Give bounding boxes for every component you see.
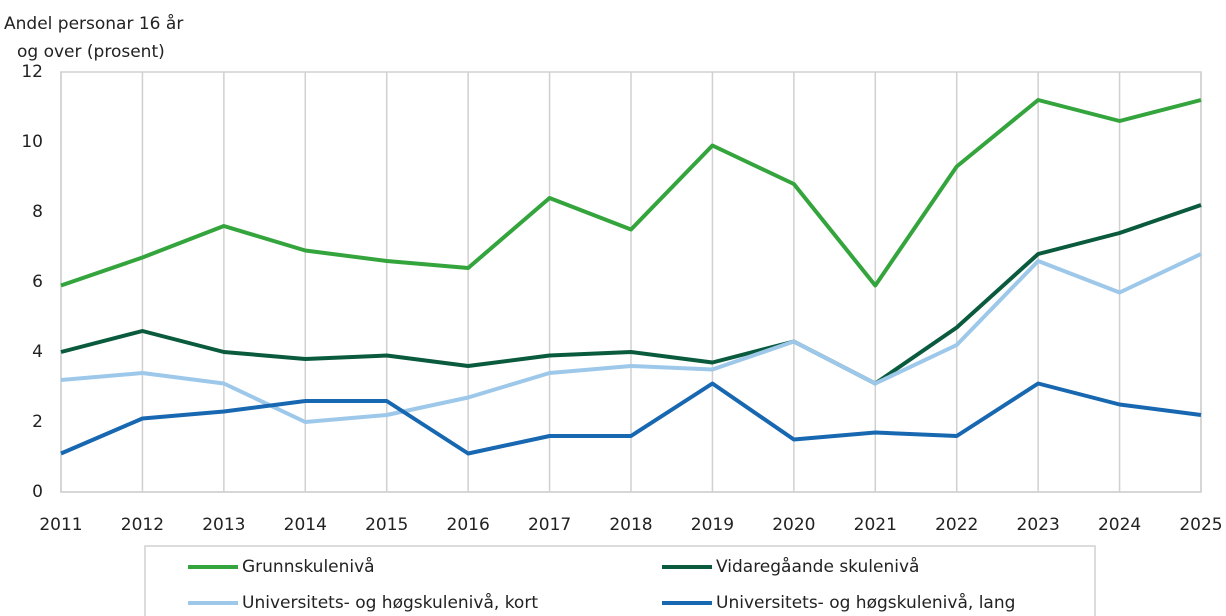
- series-line: [60, 381, 1202, 456]
- x-tick-label: 2017: [528, 515, 571, 535]
- x-tick-label: 2023: [1017, 515, 1060, 535]
- series-line: [60, 252, 1202, 424]
- x-tick-label: 2014: [284, 515, 327, 535]
- legend-label: Universitets- og høgskulenivå, lang: [716, 592, 1015, 613]
- x-tick-label: 2025: [1179, 515, 1222, 535]
- y-axis-label: Andel personar 16 år: [4, 13, 183, 34]
- y-tick-label: 10: [21, 132, 43, 152]
- x-tick-label: 2011: [39, 515, 82, 535]
- y-tick-label: 12: [21, 62, 43, 82]
- legend-label: Vidaregåande skulenivå: [716, 556, 919, 577]
- legend-label: Universitets- og høgskulenivå, kort: [242, 592, 538, 613]
- y-tick-label: 0: [32, 482, 43, 502]
- y-tick-label: 2: [32, 412, 43, 432]
- x-tick-label: 2012: [121, 515, 164, 535]
- x-tick-label: 2022: [935, 515, 978, 535]
- x-tick-label: 2019: [691, 515, 734, 535]
- legend-label: Grunnskulenivå: [242, 556, 375, 577]
- x-tick-label: 2021: [854, 515, 897, 535]
- series-line: [60, 98, 1202, 288]
- x-tick-label: 2015: [365, 515, 408, 535]
- x-tick-label: 2016: [447, 515, 490, 535]
- y-tick-label: 8: [32, 202, 43, 222]
- x-tick-label: 2013: [202, 515, 245, 535]
- y-tick-label: 4: [32, 342, 43, 362]
- x-tick-label: 2024: [1098, 515, 1141, 535]
- y-tick-label: 6: [32, 272, 43, 292]
- series-line: [60, 203, 1202, 386]
- y-axis-label: og over (prosent): [17, 42, 165, 62]
- x-tick-label: 2018: [609, 515, 652, 535]
- x-tick-label: 2020: [772, 515, 815, 535]
- legend-box: [144, 545, 1096, 616]
